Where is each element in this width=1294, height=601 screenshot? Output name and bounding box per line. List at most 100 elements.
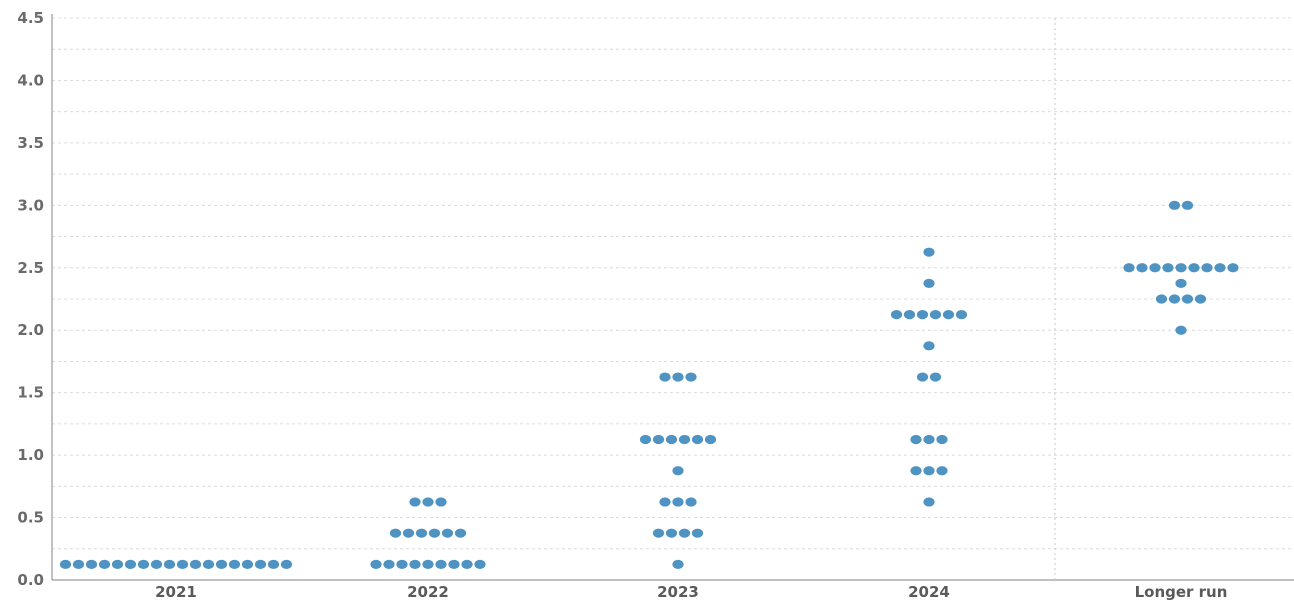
data-dot	[639, 434, 652, 445]
data-dot	[98, 559, 111, 569]
data-dot	[1201, 263, 1213, 273]
axis-layer	[51, 14, 1294, 581]
data-dot	[1162, 263, 1174, 273]
data-dot	[890, 310, 903, 320]
data-dot	[923, 247, 935, 257]
data-dot	[435, 497, 447, 507]
data-dot	[1214, 263, 1226, 273]
data-dot	[691, 434, 704, 445]
data-dot	[202, 559, 215, 569]
data-dot	[1149, 263, 1161, 273]
data-dot	[1136, 263, 1148, 273]
data-dot	[474, 559, 486, 569]
x-tick-label: 2021	[155, 583, 197, 601]
data-dot	[685, 497, 697, 507]
data-dot	[1168, 200, 1181, 210]
data-dot	[189, 559, 202, 569]
x-tick-label: 2022	[407, 583, 449, 601]
data-dot	[704, 434, 717, 445]
data-dot	[85, 559, 98, 569]
data-dot	[672, 372, 684, 382]
data-dot	[685, 372, 697, 382]
data-dot	[1175, 278, 1187, 288]
data-dot	[923, 341, 935, 351]
data-dot	[665, 434, 678, 445]
data-dot	[1188, 263, 1200, 273]
data-dot	[280, 559, 293, 569]
data-dot	[241, 559, 254, 569]
y-tick-label: 2.5	[17, 259, 44, 277]
y-axis-ticks: 0.0 0.5 1.0 1.5 2.0 2.5 3.0 3.5 4.0 4.5	[17, 9, 44, 589]
x-tick-label: 2023	[657, 583, 699, 601]
data-dot	[370, 559, 382, 569]
data-dot	[389, 528, 402, 538]
data-dot	[929, 310, 942, 320]
data-dot	[910, 434, 922, 445]
data-dot	[955, 310, 968, 320]
data-dot	[652, 434, 665, 445]
y-tick-label: 2.0	[17, 321, 44, 339]
data-dot	[228, 559, 241, 569]
data-dot	[422, 497, 434, 507]
data-dot	[903, 310, 916, 320]
data-dot	[936, 434, 948, 445]
x-axis-ticks: 2021 2022 2023 2024 Longer run	[155, 583, 1227, 601]
dots-layer	[59, 200, 1239, 569]
data-dot	[916, 372, 929, 382]
data-dot	[672, 497, 684, 507]
data-dot	[672, 559, 684, 569]
data-dot	[176, 559, 189, 569]
data-dot	[215, 559, 228, 569]
data-dot	[659, 497, 671, 507]
data-dot	[163, 559, 176, 569]
data-dot	[1181, 200, 1194, 210]
y-tick-label: 0.5	[17, 509, 44, 527]
x-tick-label: Longer run	[1135, 583, 1228, 601]
data-dot	[1175, 325, 1187, 335]
data-dot	[59, 559, 72, 569]
data-dot	[422, 559, 434, 569]
data-dot	[910, 466, 922, 476]
data-dot	[929, 372, 942, 382]
data-dot	[1168, 294, 1181, 304]
data-dot	[137, 559, 150, 569]
y-tick-label: 0.0	[17, 571, 44, 589]
data-dot	[72, 559, 85, 569]
data-dot	[936, 466, 948, 476]
y-tick-label: 4.0	[17, 71, 44, 89]
data-dot	[923, 497, 935, 507]
data-dot	[441, 528, 454, 538]
data-dot	[428, 528, 441, 538]
data-dot	[435, 559, 447, 569]
data-dot	[678, 528, 691, 538]
data-dot	[124, 559, 137, 569]
data-dot	[1194, 294, 1207, 304]
data-dot	[691, 528, 704, 538]
data-dot	[396, 559, 408, 569]
data-dot	[923, 466, 935, 476]
x-tick-label: 2024	[908, 583, 950, 601]
y-tick-label: 1.5	[17, 384, 44, 402]
data-dot	[254, 559, 267, 569]
data-dot	[454, 528, 467, 538]
data-dot	[672, 466, 684, 476]
data-dot	[150, 559, 163, 569]
data-dot	[923, 434, 935, 445]
y-tick-label: 3.0	[17, 196, 44, 214]
data-dot	[402, 528, 415, 538]
data-dot	[923, 278, 935, 288]
data-dot	[1175, 263, 1187, 273]
data-dot	[448, 559, 460, 569]
data-dot	[267, 559, 280, 569]
data-dot	[916, 310, 929, 320]
y-tick-label: 4.5	[17, 9, 44, 27]
data-dot	[678, 434, 691, 445]
data-dot	[409, 559, 421, 569]
data-dot	[383, 559, 395, 569]
data-dot	[659, 372, 671, 382]
data-dot	[665, 528, 678, 538]
data-dot	[1155, 294, 1168, 304]
data-dot	[461, 559, 473, 569]
data-dot	[111, 559, 124, 569]
